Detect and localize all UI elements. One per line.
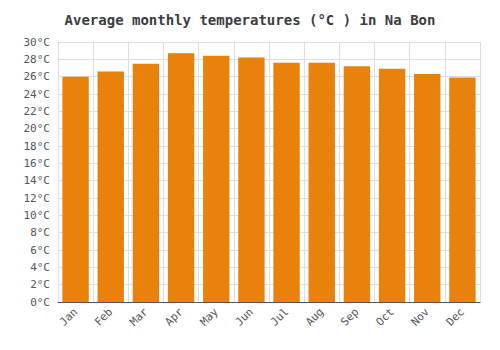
svg-text:Jun: Jun (233, 305, 256, 328)
svg-text:30°C: 30°C (24, 36, 51, 49)
svg-text:Dec: Dec (444, 305, 467, 328)
svg-text:Jul: Jul (268, 305, 291, 328)
svg-text:Nov: Nov (409, 305, 432, 328)
svg-text:14°C: 14°C (24, 174, 51, 187)
svg-text:Apr: Apr (162, 305, 185, 328)
svg-text:Feb: Feb (92, 305, 115, 328)
svg-text:12°C: 12°C (24, 192, 51, 205)
svg-text:Aug: Aug (303, 305, 326, 328)
svg-text:Mar: Mar (127, 305, 150, 328)
svg-text:28°C: 28°C (24, 53, 51, 66)
svg-text:18°C: 18°C (24, 140, 51, 153)
svg-text:26°C: 26°C (24, 70, 51, 83)
svg-text:24°C: 24°C (24, 88, 51, 101)
svg-text:May: May (198, 305, 221, 328)
svg-text:22°C: 22°C (24, 105, 51, 118)
svg-text:Jan: Jan (57, 305, 80, 328)
svg-text:0°C: 0°C (30, 296, 50, 309)
svg-text:Average monthly temperatures (: Average monthly temperatures (°C ) in Na… (65, 12, 436, 28)
svg-text:Oct: Oct (373, 305, 396, 328)
svg-text:4°C: 4°C (30, 261, 50, 274)
svg-text:16°C: 16°C (24, 157, 51, 170)
svg-text:6°C: 6°C (30, 244, 50, 257)
svg-text:8°C: 8°C (30, 226, 50, 239)
svg-text:2°C: 2°C (30, 278, 50, 291)
svg-text:20°C: 20°C (24, 122, 51, 135)
svg-text:10°C: 10°C (24, 209, 51, 222)
svg-text:Sep: Sep (338, 305, 361, 328)
